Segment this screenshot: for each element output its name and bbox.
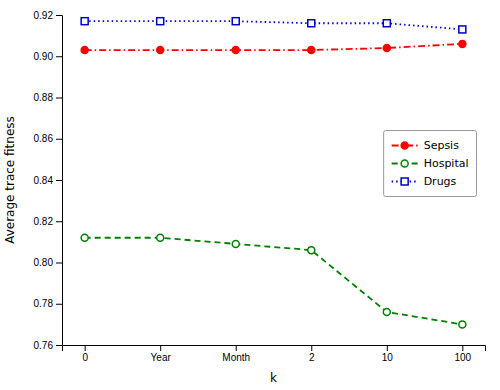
y-tick: 0.76	[34, 340, 62, 351]
series-marker	[459, 40, 466, 47]
y-tick: 0.84	[34, 175, 62, 186]
y-tick-mark	[56, 98, 62, 99]
series-marker	[459, 321, 466, 328]
x-tick-mark	[160, 345, 161, 351]
y-axis-line	[56, 16, 63, 346]
x-tick-mark	[462, 345, 463, 351]
x-tick-label: 2	[309, 352, 315, 363]
legend-label: Sepsis	[424, 139, 460, 152]
series-marker	[81, 18, 88, 25]
series-marker	[308, 247, 315, 254]
y-tick-label: 0.78	[34, 298, 54, 309]
x-axis: 0 Year Month 2 10 100	[63, 345, 486, 363]
x-tick-label: Month	[222, 352, 250, 363]
series-marker	[459, 26, 466, 33]
y-tick-mark	[56, 139, 62, 140]
y-tick-label: 0.76	[34, 340, 54, 351]
x-tick-mark	[85, 345, 86, 351]
chart: 0 Year Month 2 10 100 0.76 0.78 0.80 0.82 0.84 0.86…	[0, 0, 500, 390]
x-axis-line	[63, 346, 486, 352]
series-marker	[81, 234, 88, 241]
y-tick: 0.92	[34, 10, 62, 21]
y-tick-label: 0.90	[34, 51, 54, 62]
x-tick-label: 0	[82, 352, 88, 363]
legend: Sepsis Hospital Drugs	[384, 131, 477, 197]
y-tick-mark	[56, 221, 62, 222]
y-tick-mark	[56, 345, 62, 346]
y-tick: 0.90	[34, 51, 62, 62]
y-tick-mark	[56, 263, 62, 264]
series-marker	[157, 18, 164, 25]
y-tick-label: 0.82	[34, 216, 54, 227]
series-line	[85, 238, 463, 325]
y-tick-mark	[56, 15, 62, 16]
x-tick: 10	[382, 345, 394, 363]
series-marker	[157, 47, 164, 54]
legend-item: Drugs	[392, 175, 457, 188]
legend-swatch-marker	[401, 142, 408, 149]
x-tick-label: Year	[151, 352, 172, 363]
x-tick: 2	[309, 345, 315, 363]
y-axis: 0.76 0.78 0.80 0.82 0.84 0.86 0.88 0.90 0.92	[34, 10, 63, 351]
y-tick-label: 0.86	[34, 133, 54, 144]
series-marker	[383, 309, 390, 316]
y-tick-mark	[56, 304, 62, 305]
y-tick: 0.80	[34, 257, 62, 268]
legend-item: Sepsis	[392, 139, 460, 152]
legend-label: Drugs	[424, 175, 457, 188]
series-line	[85, 44, 463, 50]
x-tick: Year	[151, 345, 172, 363]
legend-frame	[384, 131, 477, 197]
y-tick: 0.78	[34, 298, 62, 309]
x-tick-mark	[387, 345, 388, 351]
series-marker	[232, 47, 239, 54]
series-marker	[232, 240, 239, 247]
legend-item: Hospital	[392, 157, 469, 170]
x-tick: Month	[222, 345, 250, 363]
series-marker	[308, 20, 315, 27]
legend-label: Hospital	[424, 157, 469, 170]
series-marker	[383, 20, 390, 27]
y-tick-mark	[56, 180, 62, 181]
x-tick-mark	[236, 345, 237, 351]
legend-swatch-marker	[401, 178, 408, 185]
y-tick-mark	[56, 56, 62, 57]
x-tick-mark	[311, 345, 312, 351]
series-marker	[232, 18, 239, 25]
y-tick-label: 0.88	[34, 92, 54, 103]
y-axis-title: Average trace fitness	[3, 116, 17, 244]
series-line	[85, 21, 463, 29]
x-tick-label: 100	[454, 352, 471, 363]
y-tick: 0.86	[34, 133, 62, 144]
series-marker	[157, 234, 164, 241]
series-marker	[383, 45, 390, 52]
x-tick: 100	[454, 345, 471, 363]
x-tick: 0	[82, 345, 88, 363]
y-tick-label: 0.80	[34, 257, 54, 268]
series-marker	[81, 47, 88, 54]
legend-swatch-marker	[401, 160, 408, 167]
plot: 0 Year Month 2 10 100 0.76 0.78 0.80 0.82 0.84 0.86…	[34, 10, 486, 363]
y-tick-label: 0.84	[34, 175, 54, 186]
y-tick: 0.82	[34, 216, 62, 227]
y-tick: 0.88	[34, 92, 62, 103]
series-marker	[308, 47, 315, 54]
y-tick-label: 0.92	[34, 10, 54, 21]
x-tick-label: 10	[382, 352, 394, 363]
x-axis-title: k	[270, 371, 277, 385]
